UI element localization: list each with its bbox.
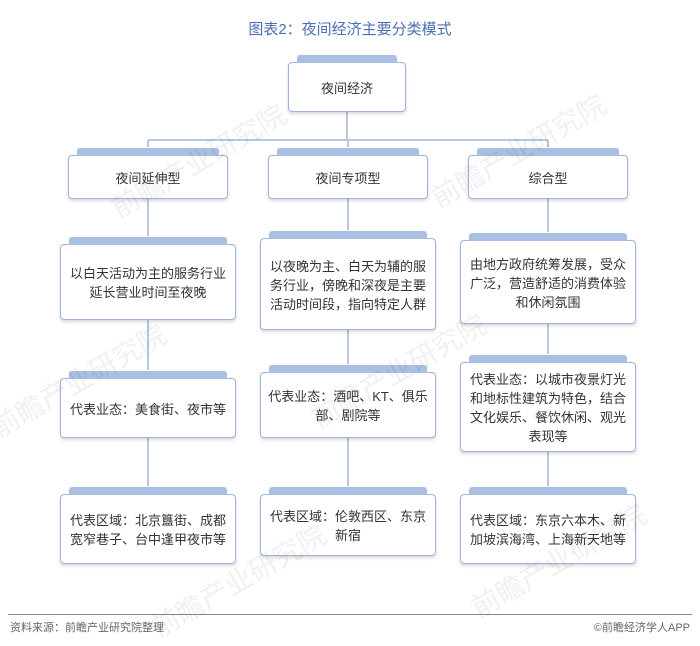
- tree-node: 由地方政府统筹发展，受众广泛，营造舒适的消费体验和休闲氛围: [460, 240, 636, 324]
- node-tab: [469, 487, 627, 495]
- node-label: 代表区域：东京六本木、新加坡滨海湾、上海新天地等: [467, 510, 629, 548]
- tree-node: 代表业态：以城市夜景灯光和地标性建筑为特色，结合文化娱乐、餐饮休闲、观光表现等: [460, 362, 636, 452]
- node-tab: [69, 371, 227, 379]
- node-label: 代表区域：伦敦西区、东京新宿: [267, 506, 429, 544]
- node-tab: [69, 237, 227, 245]
- node-label: 代表区域：北京簋街、成都宽窄巷子、台中逢甲夜市等: [67, 510, 229, 548]
- node-tab: [269, 231, 427, 239]
- tree-node: 代表业态：酒吧、KT、俱乐部、剧院等: [260, 372, 436, 438]
- tree-node: 夜间专项型: [268, 155, 428, 199]
- node-label: 夜间延伸型: [115, 168, 180, 187]
- node-tab: [297, 55, 397, 63]
- tree-node: 以夜晚为主、白天为辅的服务行业，傍晚和深夜是主要活动时间段，指向特定人群: [260, 238, 436, 330]
- footer-copyright: ©前瞻经济学人APP: [594, 619, 690, 635]
- node-tab: [469, 233, 627, 241]
- footer: 资料来源：前瞻产业研究院整理 ©前瞻经济学人APP: [10, 619, 690, 635]
- node-tab: [69, 487, 227, 495]
- node-tab: [477, 148, 619, 156]
- tree-node: 综合型: [468, 155, 628, 199]
- node-label: 夜间专项型: [315, 168, 380, 187]
- node-label: 夜间经济: [321, 78, 373, 97]
- node-label: 以白天活动为主的服务行业延长营业时间至夜晚: [67, 263, 229, 301]
- footer-source: 资料来源：前瞻产业研究院整理: [10, 619, 164, 635]
- tree-node: 以白天活动为主的服务行业延长营业时间至夜晚: [60, 244, 236, 320]
- tree-node: 夜间延伸型: [68, 155, 228, 199]
- tree-node: 代表业态：美食街、夜市等: [60, 378, 236, 438]
- node-tab: [469, 355, 627, 363]
- node-tab: [277, 148, 419, 156]
- node-label: 以夜晚为主、白天为辅的服务行业，傍晚和深夜是主要活动时间段，指向特定人群: [267, 256, 429, 313]
- node-tab: [269, 365, 427, 373]
- footer-divider: [8, 614, 692, 615]
- node-label: 代表业态：美食街、夜市等: [70, 399, 226, 418]
- tree-node: 夜间经济: [288, 62, 406, 112]
- chart-title: 图表2：夜间经济主要分类模式: [0, 0, 700, 39]
- node-label: 代表业态：以城市夜景灯光和地标性建筑为特色，结合文化娱乐、餐饮休闲、观光表现等: [467, 369, 629, 445]
- node-label: 代表业态：酒吧、KT、俱乐部、剧院等: [267, 386, 429, 424]
- node-label: 综合型: [528, 168, 567, 187]
- tree-node: 代表区域：伦敦西区、东京新宿: [260, 494, 436, 556]
- tree-node: 代表区域：东京六本木、新加坡滨海湾、上海新天地等: [460, 494, 636, 564]
- tree-node: 代表区域：北京簋街、成都宽窄巷子、台中逢甲夜市等: [60, 494, 236, 564]
- node-tab: [77, 148, 219, 156]
- node-tab: [269, 487, 427, 495]
- node-label: 由地方政府统筹发展，受众广泛，营造舒适的消费体验和休闲氛围: [467, 254, 629, 311]
